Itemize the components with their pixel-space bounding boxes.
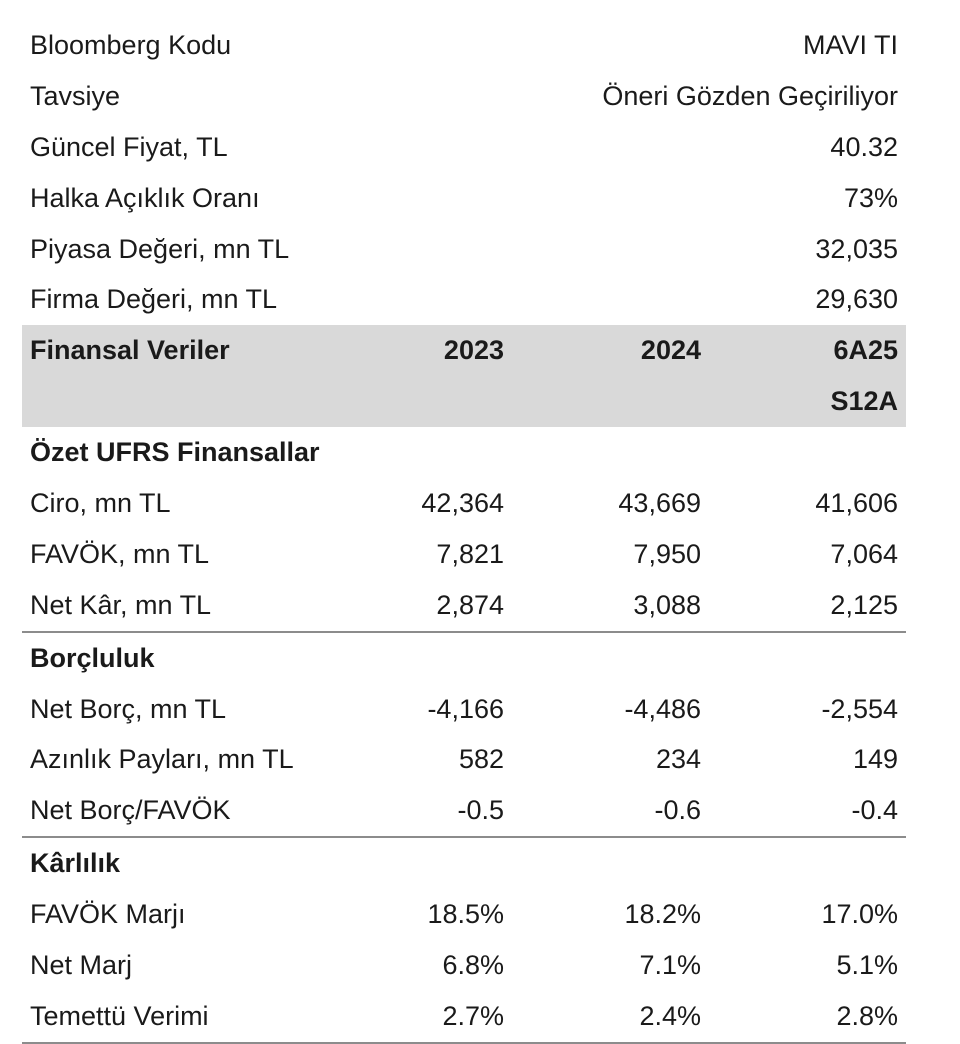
value-2024: 43,669: [618, 488, 701, 519]
info-row-free-float: Halka Açıklık Oranı 73%: [22, 173, 906, 224]
value-2023: 2.7%: [442, 1000, 504, 1031]
table-row: Azınlık Payları, mn TL 582 234 149: [22, 734, 906, 785]
row-label: Net Borç, mn TL: [30, 693, 227, 724]
info-label: Tavsiye: [30, 80, 121, 111]
table-row: Net Borç, mn TL -4,166 -4,486 -2,554: [22, 684, 906, 735]
table-row: Ciro, mn TL 42,364 43,669 41,606: [22, 478, 906, 529]
table-row: Net Borç/FAVÖK -0.5 -0.6 -0.4: [22, 785, 906, 839]
section-title-ifrs: Özet UFRS Finansallar: [22, 427, 906, 478]
info-label: Piyasa Değeri, mn TL: [30, 233, 290, 264]
value-6a25: 41,606: [815, 488, 898, 519]
table-row: Net Marj 6.8% 7.1% 5.1%: [22, 940, 906, 991]
row-label: Azınlık Payları, mn TL: [30, 744, 294, 775]
table-header-row: Finansal Veriler 2023 2024 6A25: [22, 325, 906, 377]
value-2024: 7,950: [633, 538, 701, 569]
row-label: Ciro, mn TL: [30, 488, 171, 519]
value-2023: 582: [458, 744, 504, 775]
header-col-2023: 2023: [443, 335, 504, 366]
value-2024: 3,088: [633, 589, 701, 620]
value-2023: 18.5%: [427, 899, 504, 930]
header-col-2024: 2024: [640, 335, 701, 366]
row-label: FAVÖK Marjı: [30, 899, 186, 930]
row-label: Net Marj: [30, 950, 133, 981]
value-2024: 234: [655, 744, 701, 775]
header-col-s12a: S12A: [830, 386, 898, 417]
value-6a25: 2,125: [830, 589, 898, 620]
value-6a25: 149: [852, 744, 898, 775]
info-row-market-cap: Piyasa Değeri, mn TL 32,035: [22, 224, 906, 275]
info-value: Öneri Gözden Geçiriliyor: [602, 80, 898, 111]
section-title-leverage: Borçluluk: [22, 633, 906, 684]
section-title-profitability: Kârlılık: [22, 838, 906, 889]
header-col-6a25: 6A25: [833, 335, 898, 366]
value-2024: -4,486: [624, 693, 701, 724]
row-label: Temettü Verimi: [30, 1000, 209, 1031]
value-6a25: 17.0%: [821, 899, 898, 930]
table-row: Net Kâr, mn TL 2,874 3,088 2,125: [22, 580, 906, 633]
section-title: Özet UFRS Finansallar: [30, 437, 320, 468]
value-2024: 7.1%: [639, 950, 701, 981]
value-2023: 6.8%: [442, 950, 504, 981]
info-value: 40.32: [830, 131, 898, 162]
value-6a25: 5.1%: [836, 950, 898, 981]
info-label: Güncel Fiyat, TL: [30, 131, 228, 162]
info-row-recommendation: Tavsiye Öneri Gözden Geçiriliyor: [22, 71, 906, 122]
info-row-current-price: Güncel Fiyat, TL 40.32: [22, 122, 906, 173]
info-value: MAVI TI: [802, 30, 898, 60]
section-title: Borçluluk: [30, 642, 155, 673]
info-value: 29,630: [815, 284, 898, 315]
value-2023: 42,364: [421, 488, 504, 519]
info-label: Bloomberg Kodu: [30, 30, 232, 60]
value-2023: 7,821: [436, 538, 504, 569]
table-row: Temettü Verimi 2.7% 2.4% 2.8%: [22, 991, 906, 1044]
section-title: Kârlılık: [30, 848, 121, 879]
table-row: FAVÖK Marjı 18.5% 18.2% 17.0%: [22, 889, 906, 940]
info-value: 73%: [843, 182, 898, 213]
table-row: FAVÖK, mn TL 7,821 7,950 7,064: [22, 529, 906, 580]
info-row-bloomberg-code: Bloomberg Kodu MAVI TI: [22, 20, 906, 71]
value-2023: 2,874: [436, 589, 504, 620]
info-label: Firma Değeri, mn TL: [30, 284, 278, 315]
value-2024: 2.4%: [639, 1000, 701, 1031]
value-6a25: -0.4: [851, 795, 898, 826]
value-2024: 18.2%: [624, 899, 701, 930]
value-6a25: 7,064: [830, 538, 898, 569]
header-label: Finansal Veriler: [30, 335, 230, 366]
row-label: FAVÖK, mn TL: [30, 538, 210, 569]
value-2023: -0.5: [457, 795, 504, 826]
value-2023: -4,166: [427, 693, 504, 724]
info-value: 32,035: [815, 233, 898, 264]
row-label: Net Borç/FAVÖK: [30, 795, 231, 826]
value-2024: -0.6: [654, 795, 701, 826]
info-row-enterprise-value: Firma Değeri, mn TL 29,630: [22, 274, 906, 325]
value-6a25: 2.8%: [836, 1000, 898, 1031]
table-header-row-2: S12A: [22, 376, 906, 428]
value-6a25: -2,554: [821, 693, 898, 724]
row-label: Net Kâr, mn TL: [30, 589, 212, 620]
info-label: Halka Açıklık Oranı: [30, 182, 260, 213]
financial-summary-table: Bloomberg Kodu MAVI TI Tavsiye Öneri Göz…: [22, 20, 906, 1044]
